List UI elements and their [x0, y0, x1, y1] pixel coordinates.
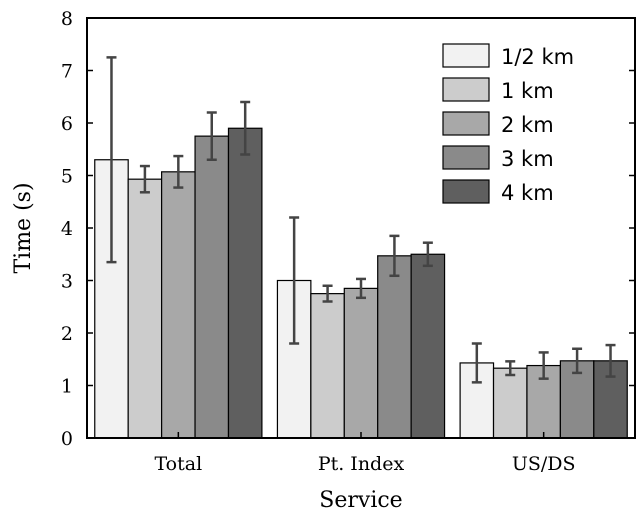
legend-swatch — [442, 77, 490, 102]
bar — [492, 367, 528, 439]
y-axis: 0 1 2 3 4 5 6 7 8 — [61, 8, 635, 450]
x-tick-label: US/DS — [512, 453, 576, 475]
bar — [194, 135, 230, 439]
legend-label: 3 km — [501, 147, 554, 171]
bar — [377, 255, 412, 439]
bar — [410, 253, 446, 439]
y-tick-label: 5 — [61, 166, 73, 188]
legend-swatch — [442, 145, 490, 170]
x-axis-title: Service — [319, 488, 402, 513]
y-tick-label: 1 — [61, 376, 73, 398]
legend-label: 2 km — [501, 113, 554, 137]
bar — [343, 287, 379, 439]
y-tick-label: 0 — [61, 428, 73, 450]
x-tick-label: Total — [154, 453, 202, 475]
y-tick-label: 6 — [61, 113, 73, 135]
legend-swatch — [442, 111, 490, 136]
x-axis: Total Pt. Index US/DS — [154, 432, 576, 475]
legend: 1/2 km 1 km 2 km 3 km 4 km — [442, 43, 574, 205]
y-tick-label: 2 — [61, 323, 73, 345]
legend-swatch — [442, 179, 490, 204]
legend-label: 1 km — [501, 79, 554, 103]
y-tick-label: 4 — [61, 218, 73, 240]
bar — [161, 171, 196, 439]
y-axis-title: Time (s) — [11, 182, 36, 273]
bar — [310, 293, 345, 439]
y-tick-label: 8 — [61, 8, 73, 30]
legend-label: 4 km — [501, 181, 554, 205]
bar — [127, 178, 163, 439]
y-tick-label: 7 — [61, 61, 73, 83]
bar — [227, 127, 263, 439]
legend-swatch — [442, 43, 490, 68]
error-bars-layer — [106, 56, 616, 384]
y-tick-label: 3 — [61, 271, 73, 293]
legend-label: 1/2 km — [501, 45, 574, 69]
x-tick-label: Pt. Index — [318, 453, 405, 475]
